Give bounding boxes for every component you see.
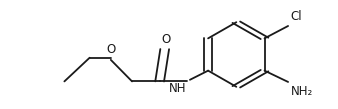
Text: Cl: Cl (290, 10, 302, 23)
Text: O: O (106, 43, 116, 56)
Text: O: O (161, 33, 170, 46)
Text: NH: NH (169, 83, 187, 95)
Text: NH₂: NH₂ (291, 85, 313, 98)
